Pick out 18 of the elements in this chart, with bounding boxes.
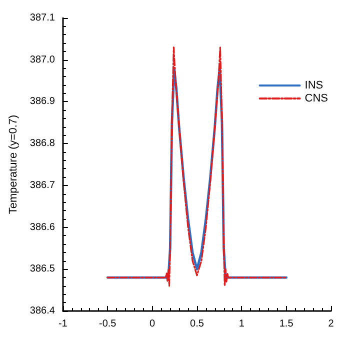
x-tick-label: 0.5 xyxy=(190,318,204,330)
y-tick-label: 386.7 xyxy=(30,180,56,191)
x-tick-label: 2 xyxy=(328,318,334,330)
y-tick-label: 386.8 xyxy=(30,138,56,150)
y-tick-label: 386.4 xyxy=(30,306,56,316)
y-tick-label: 387.1 xyxy=(30,12,56,24)
y-tick-label: 386.9 xyxy=(30,96,56,108)
y-tick-label: 386.5 xyxy=(30,264,56,275)
x-tick-label: -0.5 xyxy=(98,318,117,330)
legend-label: CNS xyxy=(304,92,328,104)
legend-label: INS xyxy=(304,80,324,92)
x-tick-label: 1.5 xyxy=(279,318,294,330)
x-tick-label: 0 xyxy=(150,318,156,330)
x-tick-label: 1 xyxy=(238,318,245,330)
x-tick-label: -1 xyxy=(58,318,68,330)
y-tick-label: 386.6 xyxy=(30,222,56,233)
y-tick-label: 387.0 xyxy=(30,54,56,66)
y-axis-title: Temperature (y=0.7) xyxy=(8,114,20,214)
